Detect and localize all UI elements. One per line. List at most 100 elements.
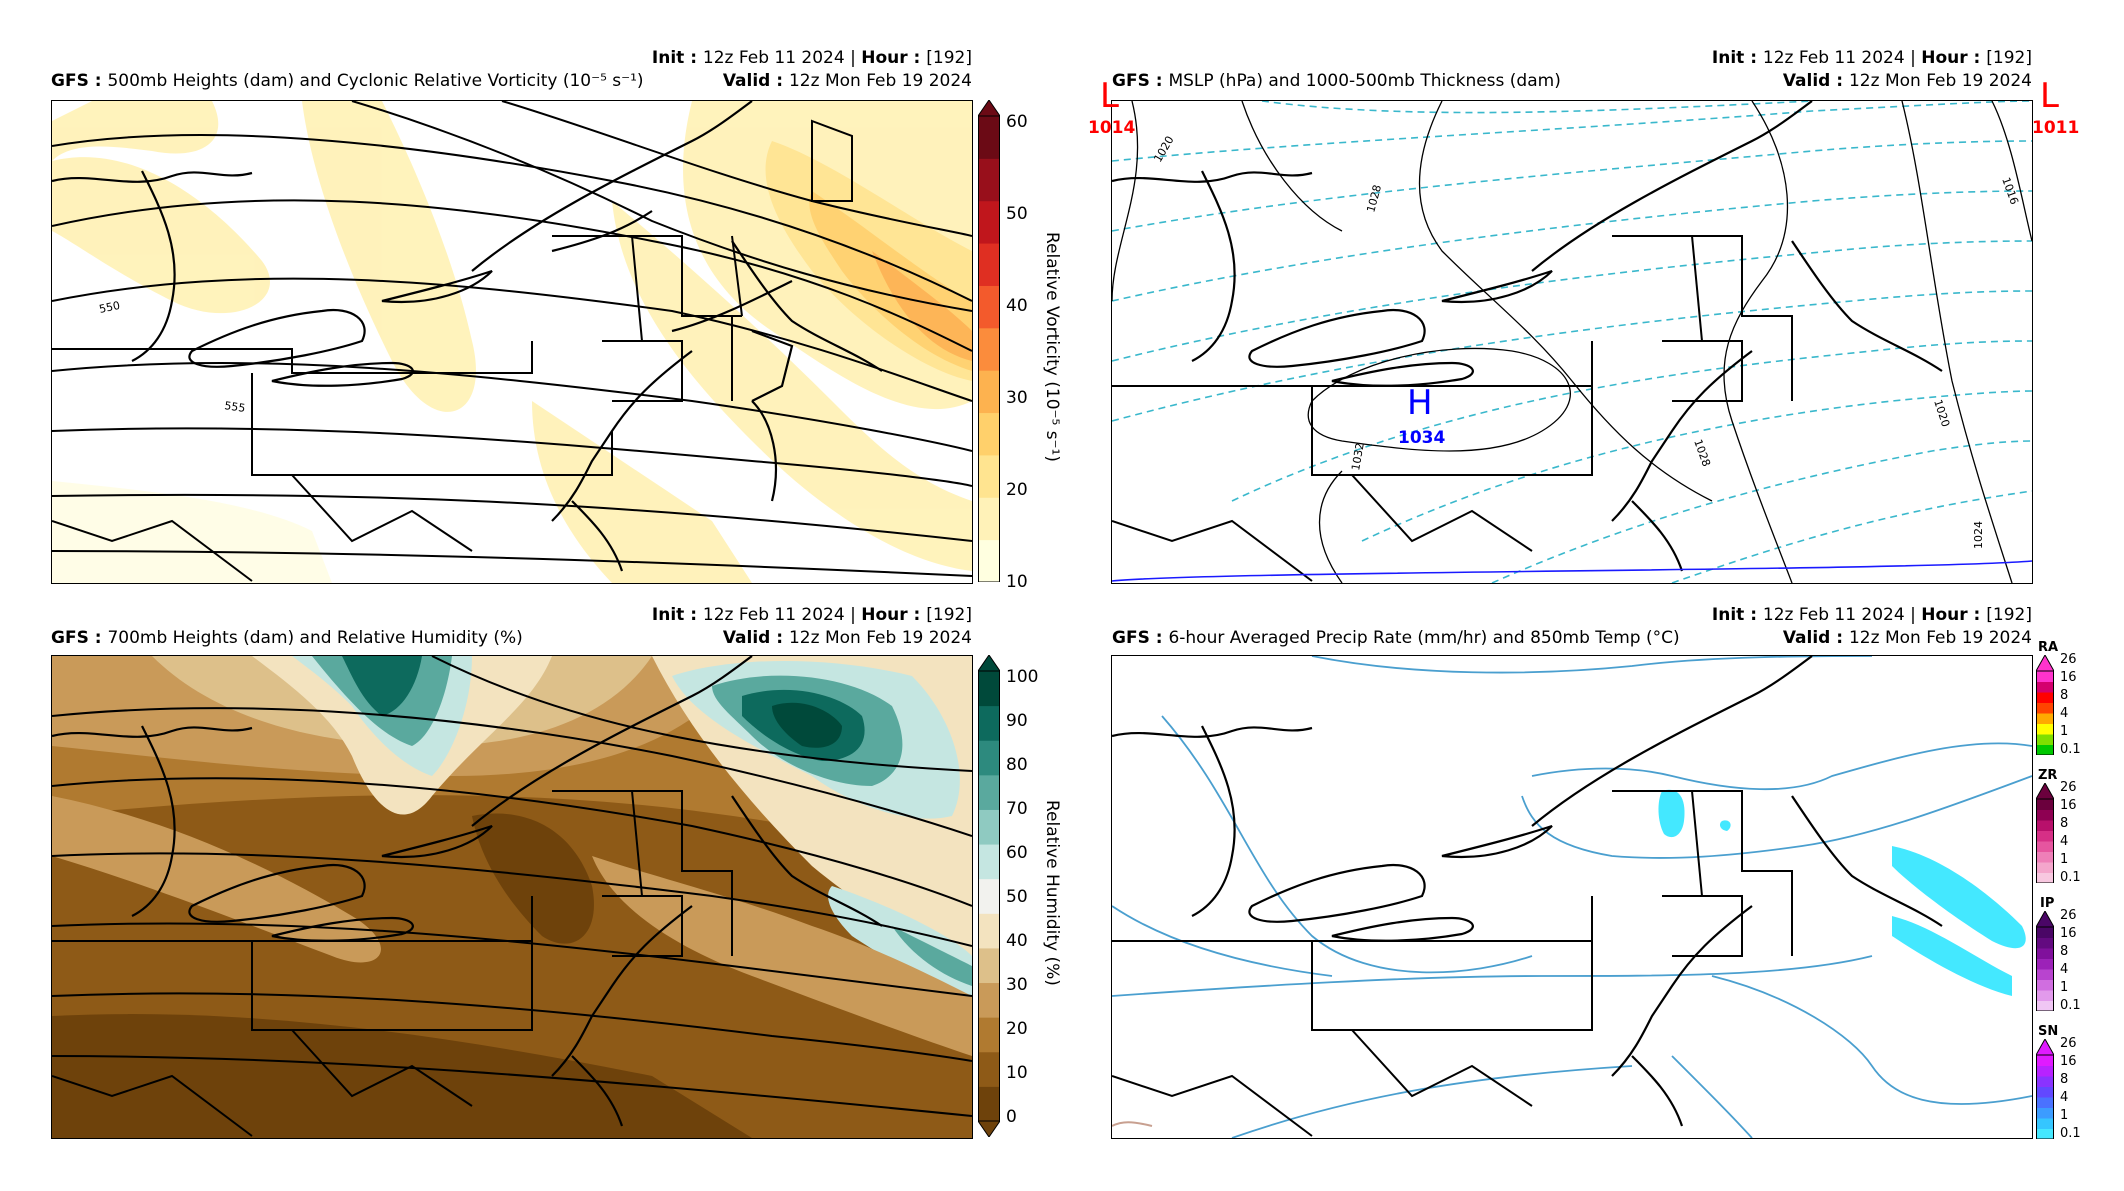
height-contours (52, 656, 972, 1117)
colorbar-segment (2036, 862, 2054, 873)
colorbar-segment (2036, 681, 2054, 693)
colorbar-segment (2036, 1097, 2054, 1108)
precip-tick: 0.1 (2060, 870, 2081, 885)
colorbar-tick: 30 (1006, 388, 1028, 408)
colorbar-segment (978, 497, 1000, 541)
colorbar-segment (978, 412, 1000, 456)
precip-tick: 1 (2060, 1108, 2069, 1123)
colorbar-segment (2036, 1086, 2054, 1098)
precip-tick: 8 (2060, 944, 2069, 959)
map-500mb: 550 555 (51, 100, 973, 584)
colorbar-segment (978, 327, 1000, 371)
colorbar-segment (2036, 799, 2054, 810)
map-mslp: 1020 1028 1032 1028 1020 1024 1016 (1111, 100, 2033, 584)
precip-tick: 8 (2060, 688, 2069, 703)
colorbar-segment (2036, 1076, 2054, 1087)
colorbar-segment (978, 454, 1000, 498)
colorbar-segment (2036, 1000, 2054, 1011)
precip-tick: 26 (2060, 1036, 2077, 1051)
colorbar-tick: 50 (1006, 204, 1028, 224)
isobar-label: 1020 (1151, 134, 1176, 165)
colorbar-segment (2036, 1065, 2054, 1077)
rh-colorbar (977, 654, 1001, 1138)
precip-tick: 4 (2060, 706, 2069, 721)
init-line: Init : 12z Feb 11 2024 | Hour : [192] (1711, 605, 2032, 625)
init-line: Init : 12z Feb 11 2024 | Hour : [192] (651, 48, 972, 68)
low-pressure-value: 1014 (1088, 118, 1136, 138)
panel-title: GFS : 6-hour Averaged Precip Rate (mm/hr… (1112, 628, 1680, 648)
precip-tick: 26 (2060, 780, 2077, 795)
geography (1112, 101, 1943, 572)
colorbar-tick: 60 (1006, 112, 1028, 132)
colorbar-outline (978, 670, 1000, 1122)
precip-tick: 4 (2060, 834, 2069, 849)
low-pressure-marker: L (1100, 76, 1119, 116)
colorbar-title: Relative Humidity (%) (1042, 800, 1062, 986)
colorbar-arrow (2036, 911, 2054, 928)
state-borders (52, 790, 733, 1137)
colorbar-segment (2036, 744, 2054, 755)
valid-line: Valid : 12z Mon Feb 19 2024 (722, 628, 972, 648)
init-line: Init : 12z Feb 11 2024 | Hour : [192] (1711, 48, 2032, 68)
precip-bar-zr (2036, 783, 2054, 883)
isobar-label: 1032 (1349, 442, 1367, 472)
geography (52, 656, 883, 1127)
isobar-label: 1028 (1691, 438, 1713, 469)
snow-precip (1658, 789, 2026, 996)
colorbar-segment (978, 705, 1000, 741)
precip-tick: 0.1 (2060, 742, 2081, 757)
precip-tick: 26 (2060, 908, 2077, 923)
colorbar-segment (978, 158, 1000, 202)
colorbar-segment (2036, 713, 2054, 724)
colorbar-arrow (977, 1120, 1001, 1138)
colorbar-arrow (2036, 783, 2054, 800)
valid-line: Valid : 12z Mon Feb 19 2024 (1782, 71, 2032, 91)
precip-type-label-zr: ZR (2038, 768, 2058, 783)
low-pressure-value: 1011 (2032, 118, 2080, 138)
panel-title: GFS : MSLP (hPa) and 1000-500mb Thicknes… (1112, 71, 1561, 91)
precip-bar-ip (2036, 911, 2054, 1011)
colorbar-segment (2036, 671, 2054, 682)
colorbar-segment (978, 774, 1000, 810)
geography (1112, 656, 1943, 1127)
colorbar-segment (978, 243, 1000, 286)
colorbar-segment (2036, 948, 2054, 959)
colorbar-segment (978, 1051, 1000, 1087)
colorbar-segment (2036, 734, 2054, 745)
colorbar-segment (2036, 841, 2054, 852)
colorbar-segment (2036, 809, 2054, 821)
state-borders (1112, 235, 1793, 582)
precip-tick: 16 (2060, 926, 2077, 941)
precip-tick: 0.1 (2060, 1126, 2081, 1141)
state-borders (52, 119, 853, 582)
isobar-blue (1112, 560, 2032, 582)
colorbar-segment (2036, 851, 2054, 863)
colorbar-segment (2036, 979, 2054, 991)
isobar-label: 1028 (1364, 183, 1384, 213)
precip-tick: 26 (2060, 652, 2077, 667)
precip-type-label-sn: SN (2038, 1024, 2059, 1039)
colorbar-segment (2036, 1055, 2054, 1066)
colorbar-segment (2036, 958, 2054, 970)
colorbar-segment (978, 370, 1000, 414)
map-precip (1111, 655, 2033, 1139)
isobars (1112, 101, 2032, 583)
high-pressure-value: 1034 (1398, 428, 1446, 448)
precip-bar-ra (2036, 655, 2054, 755)
map-700mb (51, 655, 973, 1139)
colorbar-ramp (977, 99, 1001, 583)
colorbar-segment (978, 740, 1000, 776)
colorbar-segment (2036, 872, 2054, 883)
contour-label: 550 (98, 299, 121, 316)
precip-type-label-ip: IP (2040, 896, 2055, 911)
high-pressure-marker: H (1407, 383, 1433, 423)
colorbar-segment (978, 200, 1000, 244)
colorbar-tick: 50 (1006, 887, 1028, 907)
colorbar-tick: 40 (1006, 296, 1028, 316)
colorbar-tick: 80 (1006, 755, 1028, 775)
colorbar-segment (978, 913, 1000, 949)
panel-title: GFS : 700mb Heights (dam) and Relative H… (51, 628, 523, 648)
map-canvas (1112, 656, 2032, 1138)
colorbar-segment (978, 878, 1000, 914)
colorbar-segment (978, 539, 1000, 583)
